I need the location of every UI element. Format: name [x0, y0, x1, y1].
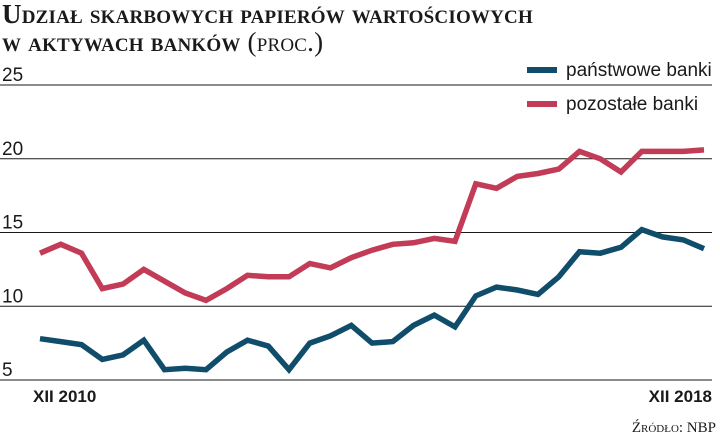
series-line-panstwowe-banki: [39, 226, 706, 375]
y-tick-label-15: 15: [2, 213, 23, 234]
chart-title: Udział skarbowych papierów wartościowych…: [2, 0, 702, 56]
x-axis-ticks: XII 2010 XII 2018: [33, 387, 712, 406]
x-tick-label-end: XII 2018: [649, 387, 712, 406]
x-tick-label-start: XII 2010: [33, 387, 96, 406]
y-tick-label-10: 10: [2, 286, 23, 307]
y-axis-ticks: 5 10 15 20 25: [2, 65, 23, 381]
y-tick-label-5: 5: [2, 360, 13, 381]
chart-title-unit: (proc.): [247, 27, 324, 57]
legend-label-pozostale-banki: pozostałe banki: [566, 94, 698, 115]
legend-label-panstwowe-banki: państwowe banki: [566, 60, 712, 81]
source-note: Źródło: NBP: [631, 420, 716, 436]
series-line-pozostale-banki: [38, 147, 705, 304]
chart-title-line2: w aktywach banków: [2, 27, 241, 57]
series-lines: [38, 147, 706, 375]
chart-title-line1: Udział skarbowych papierów wartościowych: [2, 0, 533, 29]
y-tick-label-25: 25: [2, 65, 23, 86]
legend: państwowe banki pozostałe banki: [527, 60, 712, 115]
grid-lines: [0, 84, 712, 381]
y-tick-label-20: 20: [2, 139, 23, 160]
